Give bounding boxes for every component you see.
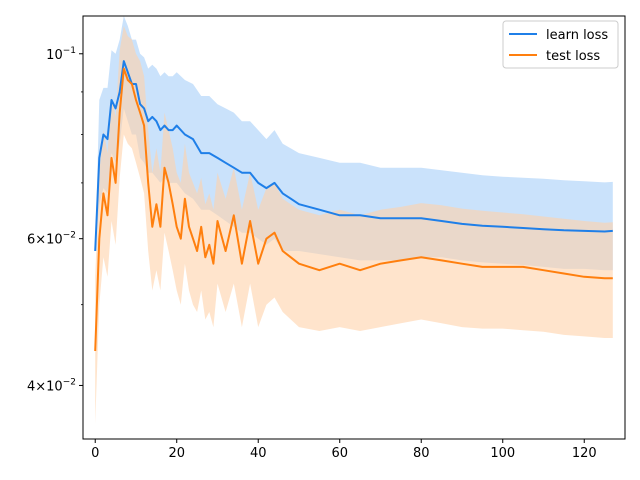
series-lines bbox=[94, 60, 613, 352]
legend-label: test loss bbox=[546, 49, 600, 64]
x-tick-label: 120 bbox=[572, 446, 597, 461]
y-axis-ticks: 4×10−2 6×10−2 10−1 bbox=[27, 46, 83, 394]
y-tick-label: 6×10−2 bbox=[27, 231, 76, 248]
x-tick-label: 40 bbox=[250, 446, 267, 461]
x-tick-label: 80 bbox=[413, 446, 430, 461]
band-test-loss bbox=[95, 25, 613, 424]
x-tick-label: 20 bbox=[168, 446, 185, 461]
y-tick-label: 4×10−2 bbox=[27, 377, 76, 394]
x-tick-label: 0 bbox=[91, 446, 99, 461]
series-line-learn-loss bbox=[94, 60, 613, 252]
legend-label: learn loss bbox=[546, 28, 608, 43]
legend-box bbox=[502, 20, 619, 69]
series-line-test-loss bbox=[94, 67, 613, 352]
confidence-bands bbox=[95, 16, 613, 424]
y-tick-label: 10−1 bbox=[46, 46, 76, 63]
axes-frame bbox=[82, 15, 626, 440]
x-tick-label: 100 bbox=[490, 446, 515, 461]
legend: learn loss test loss bbox=[502, 20, 619, 69]
x-tick-label: 60 bbox=[331, 446, 348, 461]
x-axis-ticks: 0 20 40 60 80 100 120 bbox=[91, 439, 597, 461]
